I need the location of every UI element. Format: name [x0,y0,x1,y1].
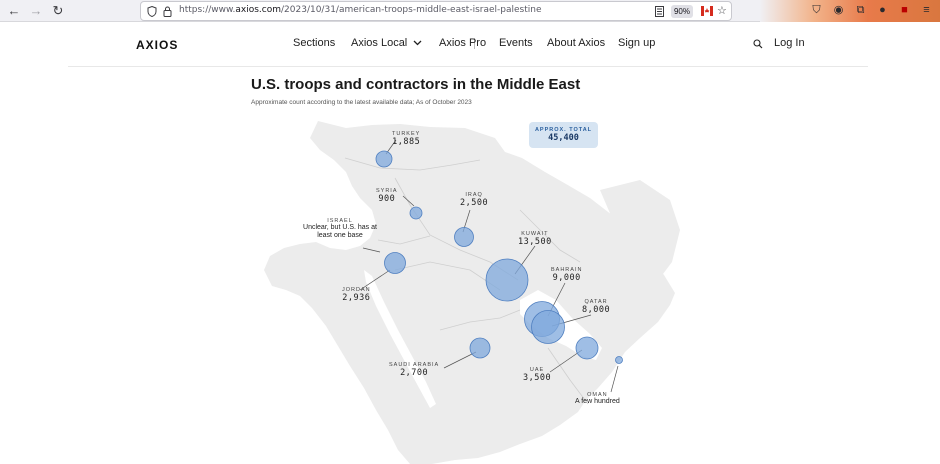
red-sea [364,270,436,408]
label-uae: UAE 3,500 [523,367,551,383]
label-qatar: QATAR 8,000 [582,299,610,315]
forward-arrow-icon[interactable]: → [29,3,43,18]
troop-count: 2,936 [342,293,371,303]
country-name: UAE [529,367,545,373]
nav-axios-pro[interactable]: Axios Pro [439,37,487,49]
back-arrow-icon[interactable]: ← [7,3,21,18]
country-name: SYRIA [376,188,398,194]
troop-count: 3,500 [523,373,552,383]
bubble-saudi-arabia [469,337,491,359]
troop-count: 2,700 [400,368,429,378]
reload-icon[interactable]: ↻ [52,3,64,18]
bubble-uae [575,336,599,360]
land-mass-east [600,180,680,278]
lock-icon[interactable] [163,6,172,17]
browser-toolbar: ← → ↻ https://www.axios.com/2023/10/31/a… [0,0,940,22]
country-name: ISRAEL [327,218,353,224]
nav-sign-up[interactable]: Sign up [618,37,656,49]
bubble-turkey [375,150,393,168]
troop-count: 2,500 [460,198,489,208]
site-header: AXIOS Sections Axios Local Axios Pro Eve… [68,22,868,67]
chart-subtitle: Approximate count according to the lates… [251,99,472,106]
menu-icon[interactable]: ≡ [923,4,930,16]
approx-total-box: APPROX. TOTAL 45,400 [529,122,598,148]
country-name: IRAQ [465,192,483,198]
troop-note: Unclear, but U.S. has at least one base [303,224,377,239]
bookmark-star-icon[interactable]: ☆ [717,5,727,17]
reader-view-icon[interactable] [655,6,664,17]
troop-count: 900 [378,194,396,204]
label-bahrain: BAHRAIN 9,000 [551,267,582,283]
label-kuwait: KUWAIT 13,500 [518,231,552,247]
nav-separator [474,38,475,49]
total-label: APPROX. TOTAL [534,127,593,133]
extension-flag-icon[interactable]: ■ [901,4,908,16]
label-israel: ISRAEL Unclear, but U.S. has at least on… [301,218,379,240]
extension-badge-icon[interactable]: ● [879,4,886,16]
url-text: https://www.axios.com/2023/10/31/america… [179,5,542,15]
extensions-icon[interactable]: ⧉ [856,4,865,16]
chevron-down-icon[interactable] [413,40,422,46]
country-name: BAHRAIN [551,267,583,273]
bubble-syria [409,206,423,220]
troop-count: 9,000 [552,273,581,283]
login-link[interactable]: Log In [774,37,805,49]
country-name: TURKEY [392,131,421,137]
zoom-level[interactable]: 90% [671,5,693,18]
address-bar[interactable]: https://www.axios.com/2023/10/31/america… [140,1,732,21]
country-name: QATAR [584,299,608,305]
troop-note: A few hundred [575,398,620,405]
troop-count: 1,885 [392,137,421,147]
nav-events[interactable]: Events [499,37,533,49]
canada-flag-icon[interactable] [701,6,713,16]
bubble-jordan [384,252,406,274]
bubble-iraq [454,227,474,247]
troop-count: 13,500 [518,237,552,247]
troop-count: 8,000 [582,305,611,315]
country-name: SAUDI ARABIA [389,362,440,368]
label-syria: SYRIA 900 [376,188,398,204]
axios-logo[interactable]: AXIOS [136,38,179,52]
search-icon[interactable] [753,39,763,49]
label-iraq: IRAQ 2,500 [460,192,488,208]
country-name: JORDAN [342,287,371,293]
total-value: 45,400 [548,133,579,143]
pocket-icon[interactable]: ⛉ [812,4,821,16]
land-mass [264,121,675,464]
nav-about-axios[interactable]: About Axios [547,37,606,49]
chart-title: U.S. troops and contractors in the Middl… [251,76,581,93]
bubble-oman [615,356,623,364]
label-saudi-arabia: SAUDI ARABIA 2,700 [389,362,439,378]
nav-axios-local[interactable]: Axios Local [351,37,408,49]
bubble-kuwait [485,258,529,302]
nav-sections[interactable]: Sections [293,37,336,49]
theme-artwork [760,0,940,22]
account-icon[interactable]: ◉ [833,4,844,16]
country-name: KUWAIT [521,231,549,237]
label-oman: OMAN A few hundred [575,392,620,406]
shield-icon[interactable] [147,6,157,17]
country-name: OMAN [587,392,608,398]
label-turkey: TURKEY 1,885 [392,131,420,147]
bubble-qatar [531,310,565,344]
label-jordan: JORDAN 2,936 [342,287,371,303]
troop-bubbles [375,150,623,364]
